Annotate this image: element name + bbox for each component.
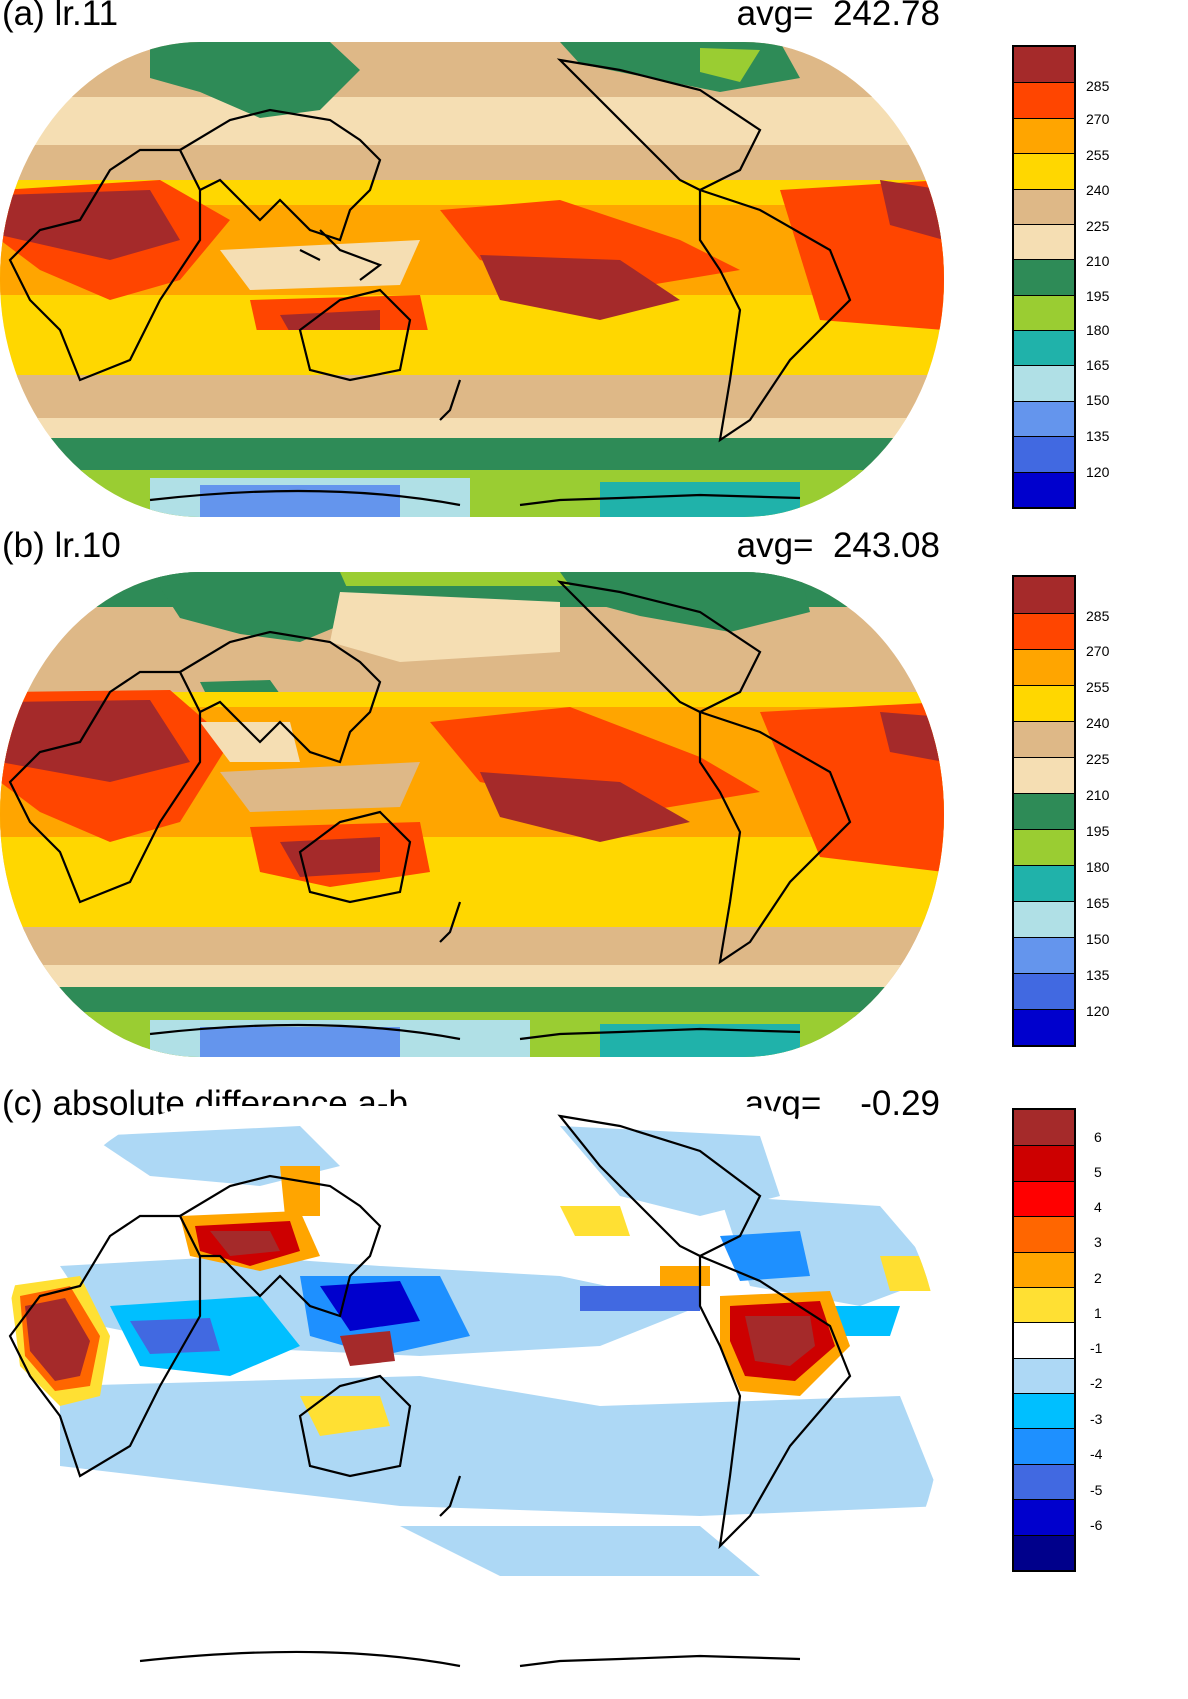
colorbar-label: 225 bbox=[1086, 218, 1110, 234]
colorbar-label: 3 bbox=[1094, 1234, 1102, 1250]
panel-c: (c) absolute difference a-b avg= -0.29 bbox=[0, 1084, 1188, 1676]
colorbar-swatch bbox=[1014, 612, 1074, 649]
colorbar bbox=[1012, 45, 1076, 509]
difference-map bbox=[0, 1106, 944, 1676]
colorbar-label: 135 bbox=[1086, 967, 1110, 983]
colorbar-swatch bbox=[1014, 117, 1074, 154]
colorbar-swatch bbox=[1014, 1251, 1074, 1287]
colorbar-label: 195 bbox=[1086, 823, 1110, 839]
colorbar-label: 150 bbox=[1086, 392, 1110, 408]
colorbar-label: 165 bbox=[1086, 357, 1110, 373]
colorbar-label: 285 bbox=[1086, 78, 1110, 94]
colorbar-swatch bbox=[1014, 259, 1074, 295]
colorbar-swatch bbox=[1014, 1008, 1074, 1045]
colorbar-label: -1 bbox=[1090, 1340, 1103, 1356]
colorbar-label: 135 bbox=[1086, 428, 1110, 444]
colorbar-label: 255 bbox=[1086, 679, 1110, 695]
colorbar-swatch bbox=[1014, 756, 1074, 793]
colorbar-label: -3 bbox=[1090, 1411, 1103, 1427]
colorbar-label: -4 bbox=[1090, 1446, 1103, 1462]
colorbar-swatch bbox=[1014, 1286, 1074, 1323]
colorbar-label: -2 bbox=[1090, 1375, 1103, 1391]
panel-title: (b) lr.10 bbox=[2, 526, 121, 565]
colorbar-swatch bbox=[1014, 864, 1074, 901]
colorbar-label: -6 bbox=[1090, 1517, 1103, 1533]
colorbar-swatch bbox=[1014, 1499, 1074, 1535]
panel-average: avg= 243.08 bbox=[736, 526, 940, 565]
coastlines bbox=[8, 580, 852, 1041]
colorbar-swatch bbox=[1014, 365, 1074, 401]
colorbar-label: 2 bbox=[1094, 1270, 1102, 1286]
coastlines bbox=[8, 1114, 852, 1668]
colorbar-label: 225 bbox=[1086, 751, 1110, 767]
colorbar-swatch bbox=[1014, 400, 1074, 437]
colorbar-swatch bbox=[1014, 972, 1074, 1009]
colorbar-swatch bbox=[1014, 828, 1074, 865]
colorbar-swatch bbox=[1014, 1393, 1074, 1429]
panel-b: (b) lr.10 avg= 243.08 bbox=[0, 526, 1188, 1081]
colorbar-swatch bbox=[1014, 1180, 1074, 1217]
colorbar-label: 240 bbox=[1086, 715, 1110, 731]
colorbar-swatch bbox=[1014, 1322, 1074, 1358]
colorbar-swatch bbox=[1014, 1463, 1074, 1500]
colorbar-label: 210 bbox=[1086, 253, 1110, 269]
colorbar-swatch bbox=[1014, 82, 1074, 118]
temperature-map bbox=[0, 572, 944, 1057]
colorbar-label: 210 bbox=[1086, 787, 1110, 803]
colorbar-swatch bbox=[1014, 720, 1074, 757]
colorbar-label: 285 bbox=[1086, 608, 1110, 624]
colorbar-label: 1 bbox=[1094, 1305, 1102, 1321]
colorbar-swatch bbox=[1014, 1216, 1074, 1252]
colorbar-swatch bbox=[1014, 1357, 1074, 1393]
panel-average: avg= 242.78 bbox=[736, 0, 940, 33]
colorbar-swatch bbox=[1014, 648, 1074, 685]
colorbar-swatch bbox=[1014, 577, 1074, 613]
colorbar-label: -5 bbox=[1090, 1482, 1103, 1498]
colorbar-swatch bbox=[1014, 1534, 1074, 1570]
colorbar-swatch bbox=[1014, 436, 1074, 472]
colorbar bbox=[1012, 1108, 1076, 1572]
colorbar-label: 6 bbox=[1094, 1129, 1102, 1145]
colorbar-swatch bbox=[1014, 294, 1074, 330]
colorbar-label: 195 bbox=[1086, 288, 1110, 304]
colorbar-label: 240 bbox=[1086, 182, 1110, 198]
colorbar-label: 180 bbox=[1086, 322, 1110, 338]
colorbar-swatch bbox=[1014, 188, 1074, 224]
colorbar-label: 270 bbox=[1086, 111, 1110, 127]
colorbar-label: 270 bbox=[1086, 643, 1110, 659]
colorbar-swatch bbox=[1014, 330, 1074, 366]
colorbar-swatch bbox=[1014, 47, 1074, 83]
colorbar-label: 255 bbox=[1086, 147, 1110, 163]
colorbar-swatch bbox=[1014, 1145, 1074, 1181]
coastlines bbox=[8, 58, 852, 507]
colorbar-label: 5 bbox=[1094, 1164, 1102, 1180]
colorbar-swatch bbox=[1014, 1110, 1074, 1146]
panel-title: (a) lr.11 bbox=[2, 0, 119, 33]
colorbar-label: 150 bbox=[1086, 931, 1110, 947]
colorbar-swatch bbox=[1014, 223, 1074, 260]
colorbar-swatch bbox=[1014, 900, 1074, 937]
colorbar-swatch bbox=[1014, 792, 1074, 829]
colorbar-label: 120 bbox=[1086, 464, 1110, 480]
colorbar bbox=[1012, 575, 1076, 1047]
colorbar-label: 4 bbox=[1094, 1199, 1102, 1215]
colorbar-label: 165 bbox=[1086, 895, 1110, 911]
temperature-map bbox=[0, 42, 944, 517]
panel-a: (a) lr.11 avg= 242.78 bbox=[0, 0, 1188, 555]
colorbar-label: 180 bbox=[1086, 859, 1110, 875]
colorbar-swatch bbox=[1014, 1428, 1074, 1464]
colorbar-swatch bbox=[1014, 471, 1074, 507]
colorbar-swatch bbox=[1014, 936, 1074, 973]
colorbar-swatch bbox=[1014, 684, 1074, 721]
colorbar-label: 120 bbox=[1086, 1003, 1110, 1019]
colorbar-swatch bbox=[1014, 153, 1074, 189]
